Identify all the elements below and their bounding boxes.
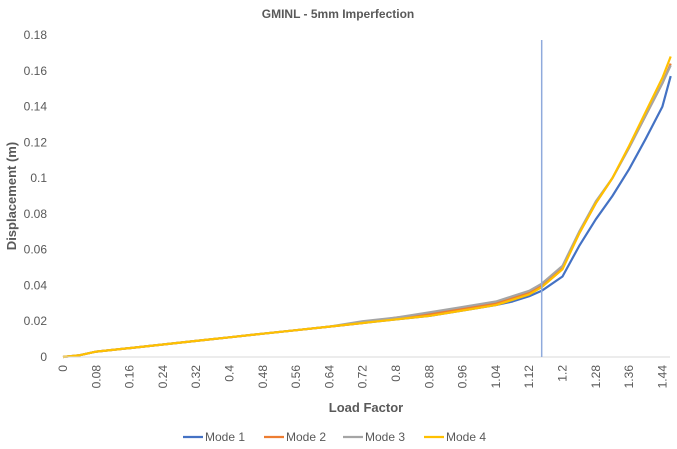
series-line-mode-2 <box>62 63 672 359</box>
y-tick-label: 0.08 <box>24 207 48 221</box>
x-tick-label: 0.56 <box>289 365 303 389</box>
series-line-mode-3 <box>62 64 672 359</box>
y-tick-label: 0.16 <box>24 64 48 78</box>
legend-label: Mode 3 <box>365 430 405 444</box>
y-tick-label: 0.14 <box>24 100 48 114</box>
x-tick-label: 0.16 <box>123 365 137 389</box>
x-tick-label: 1.28 <box>589 365 603 389</box>
y-axis-label: Displacement (m) <box>4 142 19 250</box>
x-tick-label: 0.4 <box>223 365 237 382</box>
x-tick-label: 0.24 <box>156 365 170 389</box>
x-tick-label: 1.44 <box>655 365 669 389</box>
x-tick-label: 1.36 <box>622 365 636 389</box>
legend-label: Mode 1 <box>205 430 245 444</box>
x-tick-label: 0.08 <box>89 365 103 389</box>
y-tick-label: 0.12 <box>24 135 48 149</box>
x-tick-label: 0 <box>56 365 70 372</box>
chart-title: GMINL - 5mm Imperfection <box>262 7 414 21</box>
y-tick-label: 0.1 <box>30 171 47 185</box>
series-line-mode-1 <box>62 75 672 359</box>
x-axis-label: Load Factor <box>329 400 403 415</box>
x-tick-label: 1.2 <box>556 365 570 382</box>
x-tick-label: 1.12 <box>522 365 536 389</box>
x-tick-label: 0.72 <box>356 365 370 389</box>
y-tick-label: 0.04 <box>24 278 48 292</box>
x-tick-label: 0.8 <box>389 365 403 382</box>
legend-label: Mode 4 <box>446 430 486 444</box>
x-tick-label: 0.32 <box>189 365 203 389</box>
legend-label: Mode 2 <box>286 430 326 444</box>
y-tick-label: 0 <box>40 350 47 364</box>
x-tick-label: 1.04 <box>489 365 503 389</box>
y-tick-label: 0.18 <box>24 28 48 42</box>
x-tick-label: 0.88 <box>422 365 436 389</box>
x-tick-label: 0.96 <box>456 365 470 389</box>
x-tick-label: 0.64 <box>322 365 336 389</box>
y-tick-label: 0.06 <box>24 243 48 257</box>
y-tick-label: 0.02 <box>24 314 48 328</box>
x-tick-label: 0.48 <box>256 365 270 389</box>
series-line-mode-4 <box>62 56 672 359</box>
